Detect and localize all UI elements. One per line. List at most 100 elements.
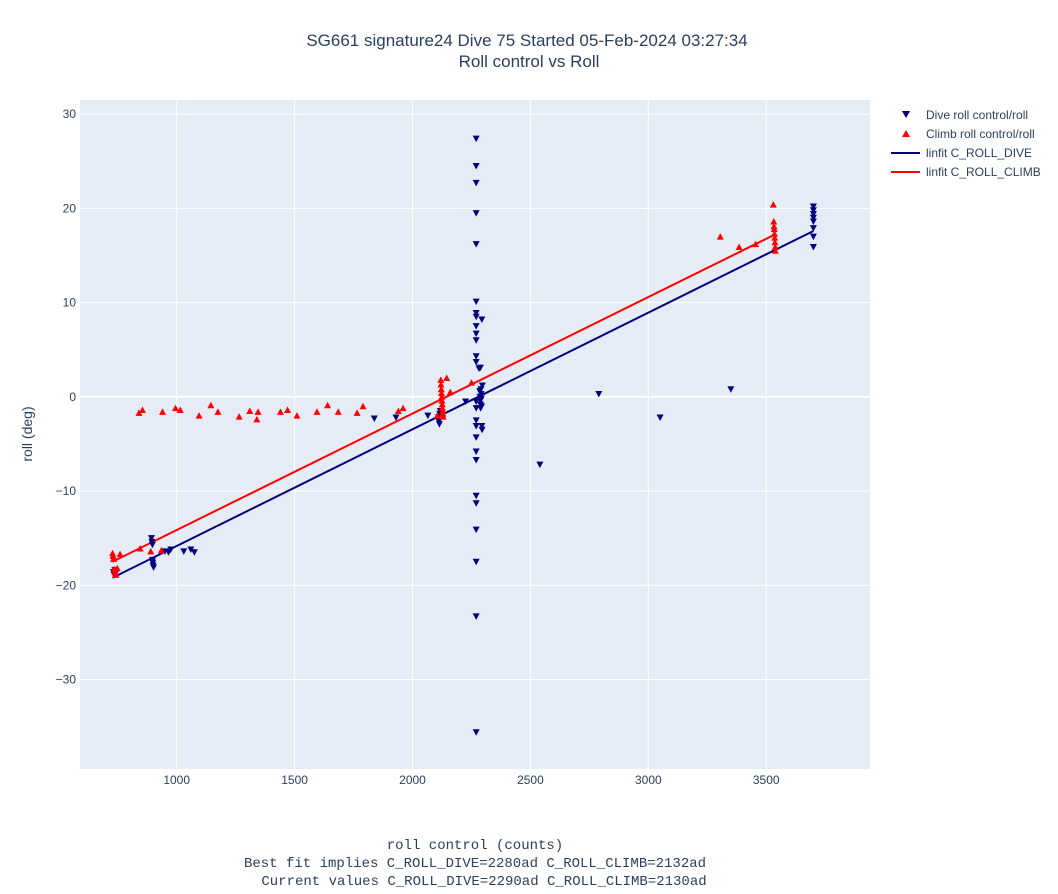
dive-data-point [472, 353, 480, 360]
climb-data-point [433, 412, 441, 419]
dive-data-point [472, 729, 480, 736]
dive-data-point [478, 382, 486, 390]
dive-data-point [472, 162, 480, 170]
y-tick-label: −10 [56, 484, 77, 498]
fit-line-linfit-c-roll-dive [112, 230, 814, 579]
dive-data-point [472, 358, 480, 366]
dive-data-point [472, 558, 480, 566]
dive-data-point [472, 135, 480, 143]
x-tick-label: 2000 [399, 773, 426, 787]
climb-data-point [159, 408, 167, 415]
dive-data-point [472, 313, 480, 321]
dive-data-point [149, 556, 157, 564]
climb-data-point [207, 401, 215, 409]
climb-data-point [752, 240, 760, 248]
y-axis-label: roll (deg) [19, 406, 35, 461]
legend-label-dive-fit: linfit C_ROLL_DIVE [926, 146, 1032, 160]
x-tick-label: 1000 [163, 773, 190, 787]
legend-item-climb-fit[interactable]: linfit C_ROLL_CLIMB [891, 165, 1041, 179]
climb-data-point [284, 406, 292, 414]
climb-data-point [438, 393, 446, 400]
dive-data-point [462, 398, 470, 406]
climb-data-point [769, 201, 777, 208]
climb-data-point [109, 555, 117, 562]
climb-data-point [438, 397, 446, 404]
climb-data-point [109, 549, 117, 557]
climb-data-point [771, 247, 779, 254]
dive-data-point [472, 417, 480, 424]
grid [80, 100, 870, 769]
climb-data-point [437, 376, 445, 383]
dive-data-point [472, 456, 480, 464]
climb-data-point [324, 401, 332, 409]
climb-data-point [446, 388, 454, 396]
climb-data-point [438, 404, 446, 412]
x-tick-label: 2500 [517, 773, 544, 787]
dive-data-point [472, 298, 480, 306]
climb-data-point [439, 410, 447, 417]
dive-data-point [478, 403, 486, 410]
dive-data-point [809, 218, 817, 226]
climb-data-point [157, 546, 165, 554]
dive-data-point [180, 548, 188, 555]
dive-data-point [472, 179, 480, 187]
dive-data-point [472, 323, 480, 330]
climb-data-point [116, 550, 124, 558]
dive-data-point [150, 564, 158, 571]
dive-data-point [477, 390, 485, 398]
climb-data-point [771, 234, 779, 241]
climb-data-point [467, 379, 475, 386]
legend-label-climb-markers: Climb roll control/roll [926, 127, 1035, 141]
dive-data-point [656, 414, 664, 422]
dive-data-point [809, 233, 817, 241]
climb-data-point [172, 404, 180, 412]
climb-data-point [176, 406, 184, 414]
dive-data-point [148, 541, 156, 549]
dive-data-point [472, 613, 480, 620]
climb-data-point [359, 402, 367, 410]
dive-data-point [478, 316, 486, 324]
climb-data-point [109, 552, 117, 560]
climb-data-point [253, 415, 261, 423]
dive-data-point [477, 395, 485, 403]
dive-data-point [472, 210, 480, 217]
dive-data-point [809, 211, 817, 218]
climb-data-point [313, 408, 321, 415]
legend-item-climb-markers[interactable]: Climb roll control/roll [902, 127, 1035, 141]
dive-data-point [472, 434, 480, 441]
dive-data-point [478, 426, 486, 434]
dive-data-point [595, 390, 603, 398]
climb-data-point [438, 389, 446, 397]
x-axis-note-best-fit: Best fit implies C_ROLL_DIVE=2280ad C_RO… [244, 856, 706, 872]
chart-title: SG661 signature24 Dive 75 Started 05-Feb… [306, 31, 747, 50]
dive-data-point [472, 241, 480, 248]
climb-data-point [439, 407, 447, 414]
climb-data-point [214, 408, 222, 415]
climb-data-point [353, 409, 361, 416]
climb-data-point [195, 412, 203, 419]
y-tick-label: 0 [69, 390, 76, 404]
climb-data-point [136, 545, 144, 552]
chart-subtitle: Roll control vs Roll [459, 52, 600, 71]
dive-data-point [167, 546, 175, 553]
dive-data-point [472, 398, 480, 406]
climb-data-point [334, 408, 342, 415]
dive-data-point [809, 225, 817, 232]
y-tick-label: 20 [63, 201, 77, 215]
climb-data-point [246, 407, 254, 414]
legend-item-dive-markers[interactable]: Dive roll control/roll [902, 108, 1028, 122]
legend-item-dive-fit[interactable]: linfit C_ROLL_DIVE [891, 146, 1032, 160]
climb-data-point [771, 243, 779, 250]
x-axis-note-current-values: Current values C_ROLL_DIVE=2290ad C_ROLL… [261, 874, 706, 890]
series-layer [109, 135, 817, 736]
dive-data-point [370, 415, 378, 422]
dive-data-point [435, 421, 443, 428]
climb-data-point [770, 230, 778, 237]
legend-label-climb-fit: linfit C_ROLL_CLIMB [926, 165, 1041, 179]
climb-data-point [439, 413, 447, 420]
climb-data-point [716, 233, 724, 240]
legend: Dive roll control/roll Climb roll contro… [891, 108, 1041, 179]
dive-data-point [472, 448, 480, 455]
dive-data-point [190, 549, 198, 556]
